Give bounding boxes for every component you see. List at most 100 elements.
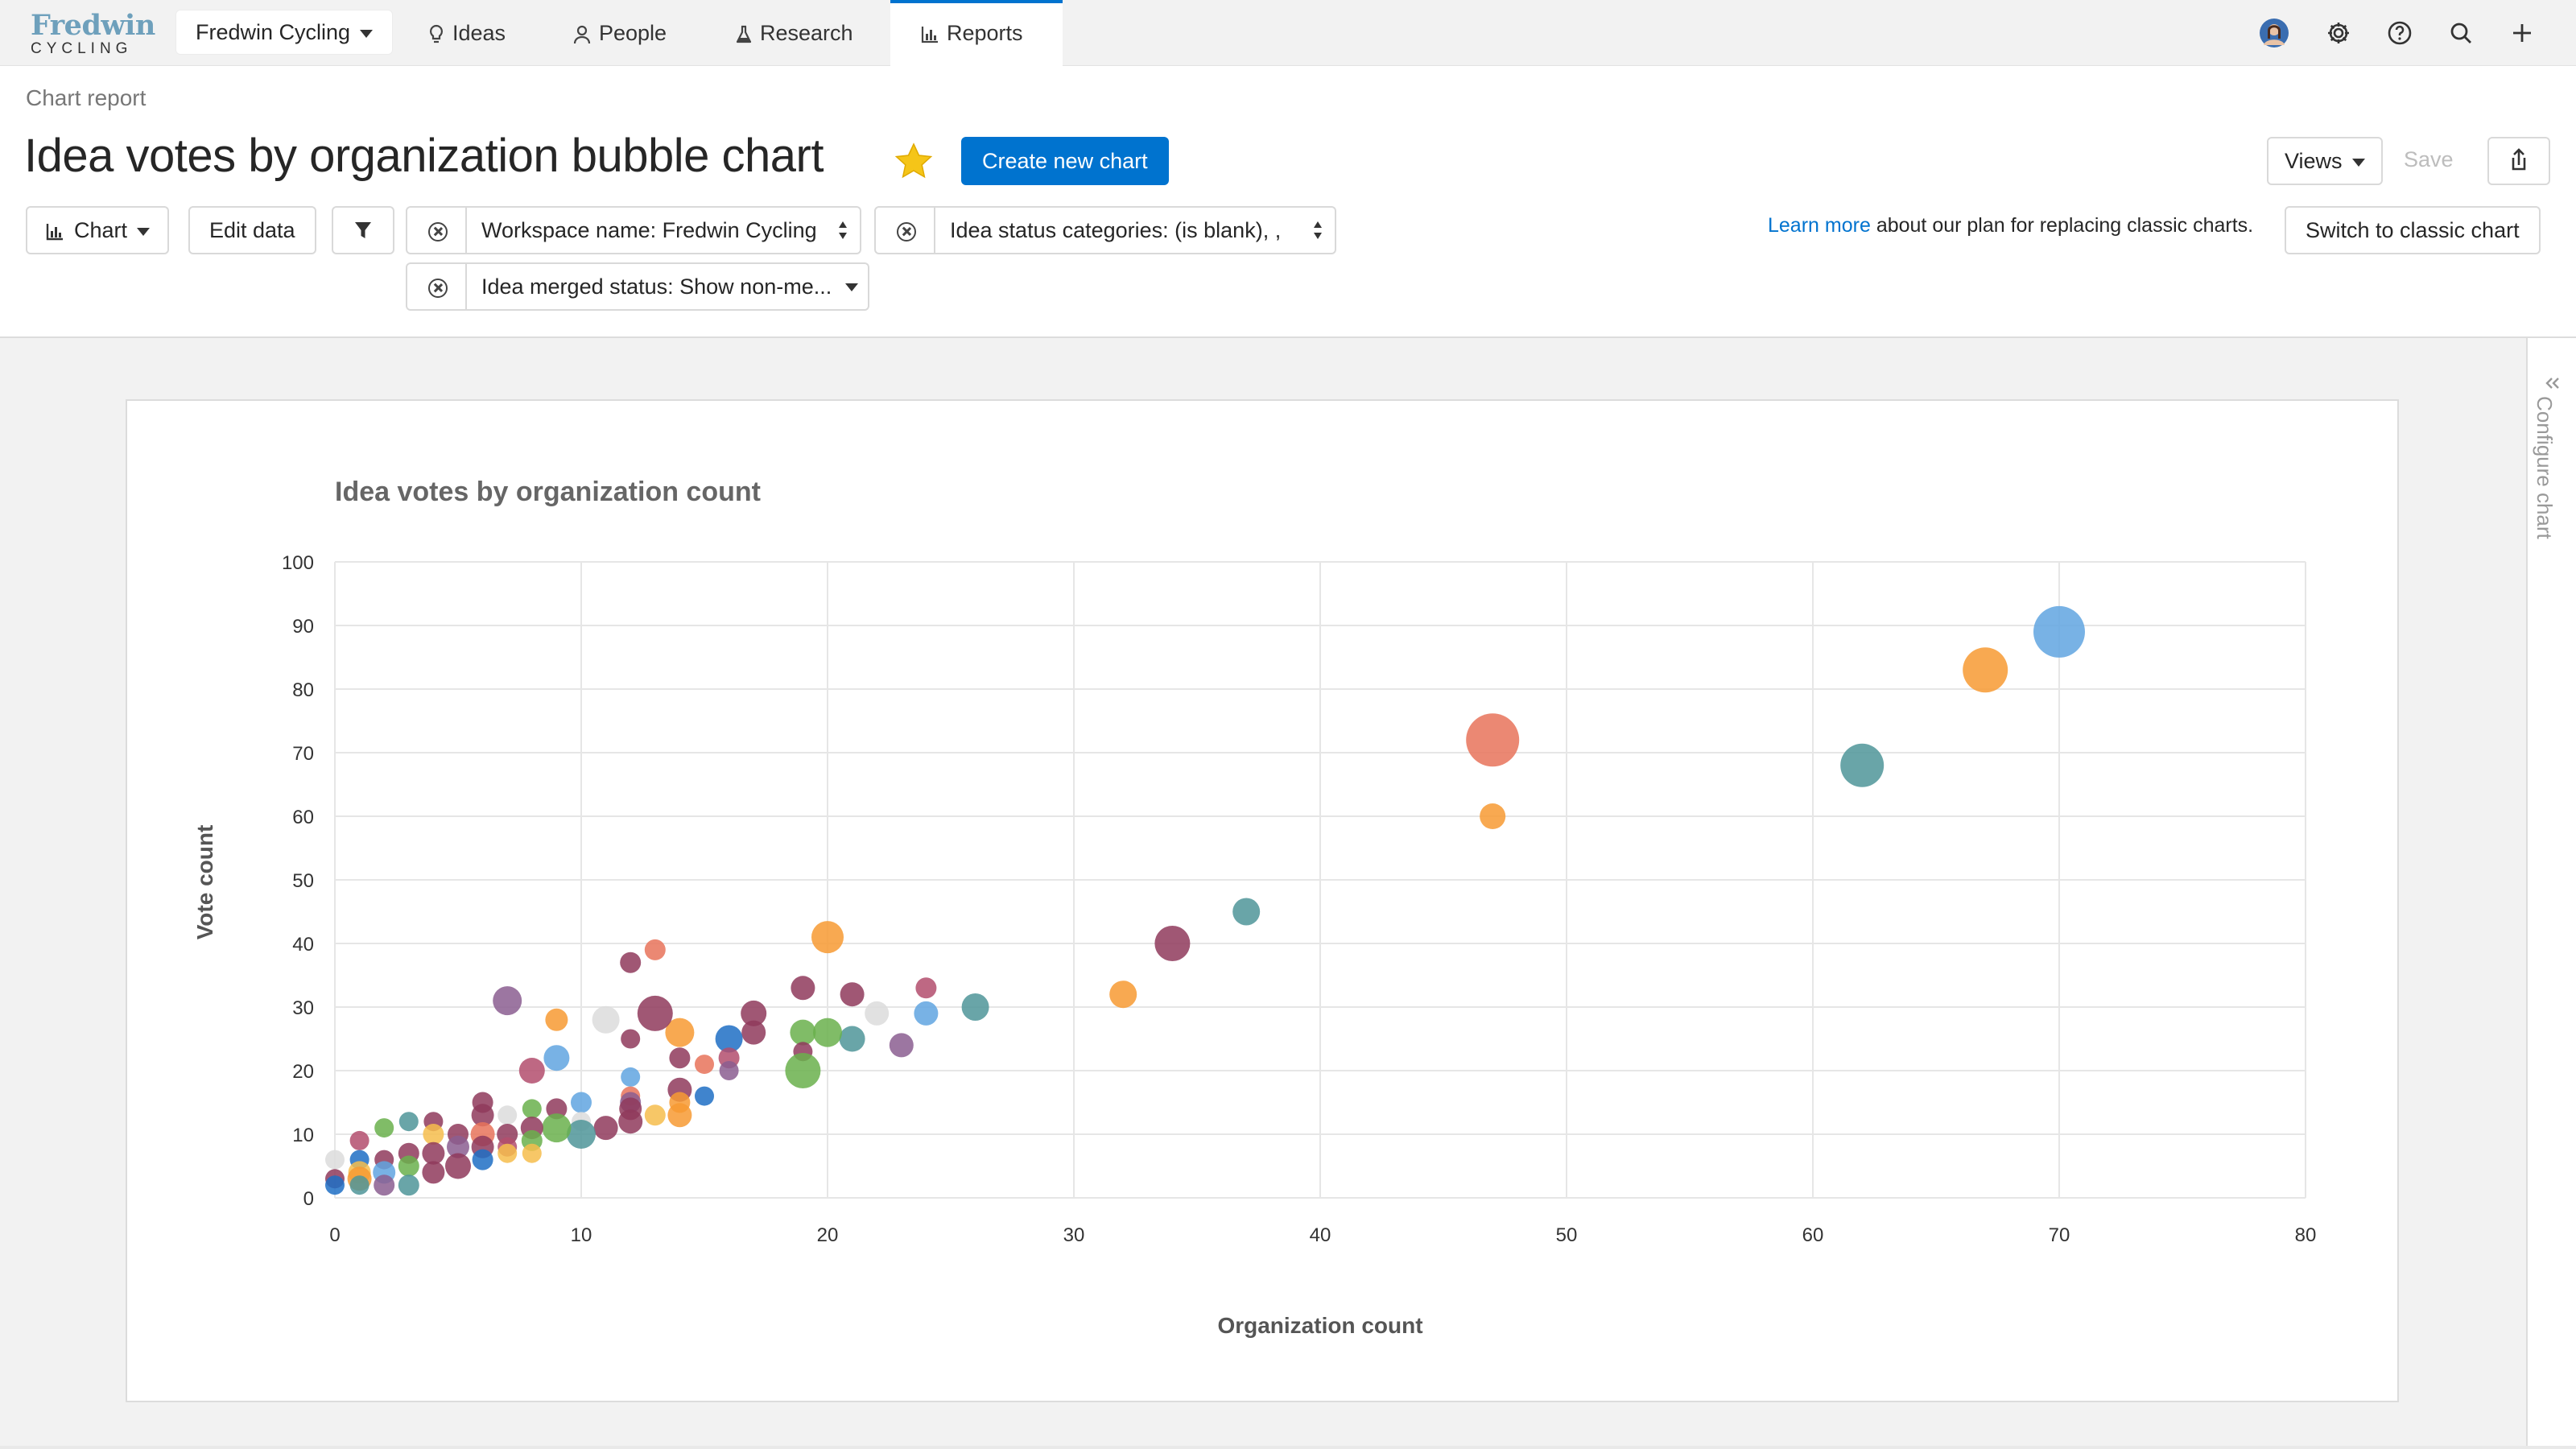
bubble-point[interactable] [665, 1018, 695, 1047]
bubble-point[interactable] [695, 1055, 714, 1075]
bubble-point[interactable] [1466, 713, 1520, 767]
bubble-point[interactable] [447, 1135, 469, 1158]
workspace-selector[interactable]: Fredwin Cycling [175, 10, 394, 55]
bubble-point[interactable] [546, 1098, 568, 1120]
bubble-point[interactable] [644, 1104, 666, 1126]
bubble-point[interactable] [398, 1155, 419, 1177]
create-new-chart-button[interactable]: Create new chart [961, 137, 1169, 185]
breadcrumb[interactable]: Chart report [26, 85, 147, 110]
bubble-point[interactable] [644, 939, 666, 960]
chevron-down-icon [137, 227, 151, 236]
bubble-point[interactable] [741, 1020, 766, 1045]
bubble-point[interactable] [542, 1113, 572, 1143]
bubble-point[interactable] [522, 1099, 542, 1119]
bubble-point[interactable] [349, 1175, 369, 1195]
bubble-point[interactable] [1840, 743, 1885, 787]
bubble-point[interactable] [445, 1153, 471, 1179]
switch-to-classic-chart-button[interactable]: Switch to classic chart [2285, 206, 2541, 254]
fredwin-cycling-logo[interactable]: Fredwin CYCLING [31, 11, 155, 57]
bubble-point[interactable] [667, 1103, 692, 1128]
bubble-point[interactable] [497, 1143, 518, 1163]
bubble-point[interactable] [618, 1109, 643, 1134]
bubble-point[interactable] [471, 1104, 494, 1127]
edit-data-button[interactable]: Edit data [188, 206, 316, 254]
bubble-point[interactable] [1154, 926, 1191, 961]
bubble-point[interactable] [1232, 898, 1261, 926]
bubble-point[interactable] [865, 1001, 890, 1026]
chart-type-button[interactable]: Chart [26, 206, 170, 254]
filter-merged-select[interactable]: Idea merged status: Show non-me... [467, 262, 869, 311]
bubble-point[interactable] [592, 1005, 620, 1034]
bubble-point[interactable] [715, 1025, 743, 1053]
filter-status-select[interactable]: Idea status categories: (is blank), , [935, 206, 1336, 254]
bubble-point[interactable] [620, 952, 642, 973]
help-icon[interactable] [2384, 18, 2415, 48]
tab-research[interactable]: Research [736, 0, 853, 66]
tab-people[interactable]: People [573, 0, 667, 66]
bubble-point[interactable] [518, 1058, 545, 1084]
filter-button[interactable] [332, 206, 394, 254]
remove-filter-button[interactable] [406, 206, 467, 254]
save-button[interactable]: Save [2384, 137, 2473, 185]
bubble-point[interactable] [422, 1161, 445, 1184]
bubble-point[interactable] [621, 1029, 641, 1049]
bubble-point[interactable] [325, 1150, 345, 1170]
bubble-point[interactable] [493, 986, 522, 1016]
bubble-point[interactable] [497, 1105, 518, 1125]
bubble-point[interactable] [741, 1000, 767, 1026]
bubble-point[interactable] [567, 1120, 596, 1149]
bubble-point[interactable] [398, 1112, 419, 1132]
tab-reports[interactable]: Reports [890, 0, 1063, 66]
remove-filter-button[interactable] [874, 206, 935, 254]
bubble-point[interactable] [522, 1143, 542, 1163]
tab-ideas[interactable]: Ideas [428, 0, 506, 66]
bubble-point[interactable] [1480, 803, 1506, 829]
learn-more-link[interactable]: Learn more [1768, 214, 1871, 237]
bubble-point[interactable] [669, 1047, 691, 1069]
bubble-point[interactable] [398, 1174, 419, 1196]
remove-filter-button[interactable] [406, 262, 467, 311]
bubble-point[interactable] [839, 1026, 865, 1052]
bubble-point[interactable] [813, 1018, 842, 1047]
gear-icon[interactable] [2323, 18, 2354, 48]
bubble-point[interactable] [637, 995, 673, 1031]
page-title[interactable]: Idea votes by organization bubble chart [24, 130, 824, 182]
share-button[interactable] [2487, 137, 2550, 185]
bubble-point[interactable] [719, 1061, 739, 1080]
bubble-point[interactable] [2033, 605, 2085, 658]
bubble-point[interactable] [811, 921, 844, 954]
star-icon[interactable] [894, 142, 934, 180]
search-icon[interactable] [2446, 18, 2476, 48]
filter-workspace-select[interactable]: Workspace name: Fredwin Cycling [467, 206, 861, 254]
bubble-point[interactable] [915, 977, 937, 999]
bubble-point[interactable] [889, 1033, 914, 1058]
configure-chart-label[interactable]: Configure chart [2533, 396, 2557, 539]
bubble-point[interactable] [593, 1116, 618, 1141]
bubble-point[interactable] [790, 1019, 816, 1046]
bubble-point[interactable] [374, 1118, 394, 1138]
avatar[interactable] [2259, 18, 2289, 48]
configure-chart-panel[interactable] [2526, 338, 2576, 1449]
views-button[interactable]: Views [2267, 137, 2383, 185]
bubble-point[interactable] [695, 1086, 714, 1106]
bubble-point[interactable] [914, 1001, 939, 1026]
bubble-point[interactable] [840, 982, 865, 1007]
bubble-point[interactable] [349, 1130, 369, 1150]
bubble-point[interactable] [1963, 647, 2008, 693]
plus-icon[interactable] [2507, 18, 2537, 48]
bubble-point[interactable] [423, 1124, 444, 1145]
close-circle-icon [897, 222, 916, 242]
bubble-point[interactable] [325, 1175, 345, 1195]
bubble-point[interactable] [543, 1045, 570, 1071]
bubble-point[interactable] [791, 976, 815, 1001]
bubble-point[interactable] [621, 1067, 641, 1087]
bubble-point[interactable] [422, 1141, 445, 1165]
learn-more-text: about our plan for replacing classic cha… [1876, 214, 2254, 237]
bubble-point[interactable] [571, 1092, 592, 1113]
bubble-point[interactable] [472, 1149, 493, 1170]
bubble-point[interactable] [374, 1174, 395, 1196]
bubble-point[interactable] [545, 1008, 568, 1031]
bubble-point[interactable] [961, 993, 989, 1021]
bubble-point[interactable] [785, 1053, 821, 1088]
bubble-point[interactable] [1109, 980, 1137, 1009]
